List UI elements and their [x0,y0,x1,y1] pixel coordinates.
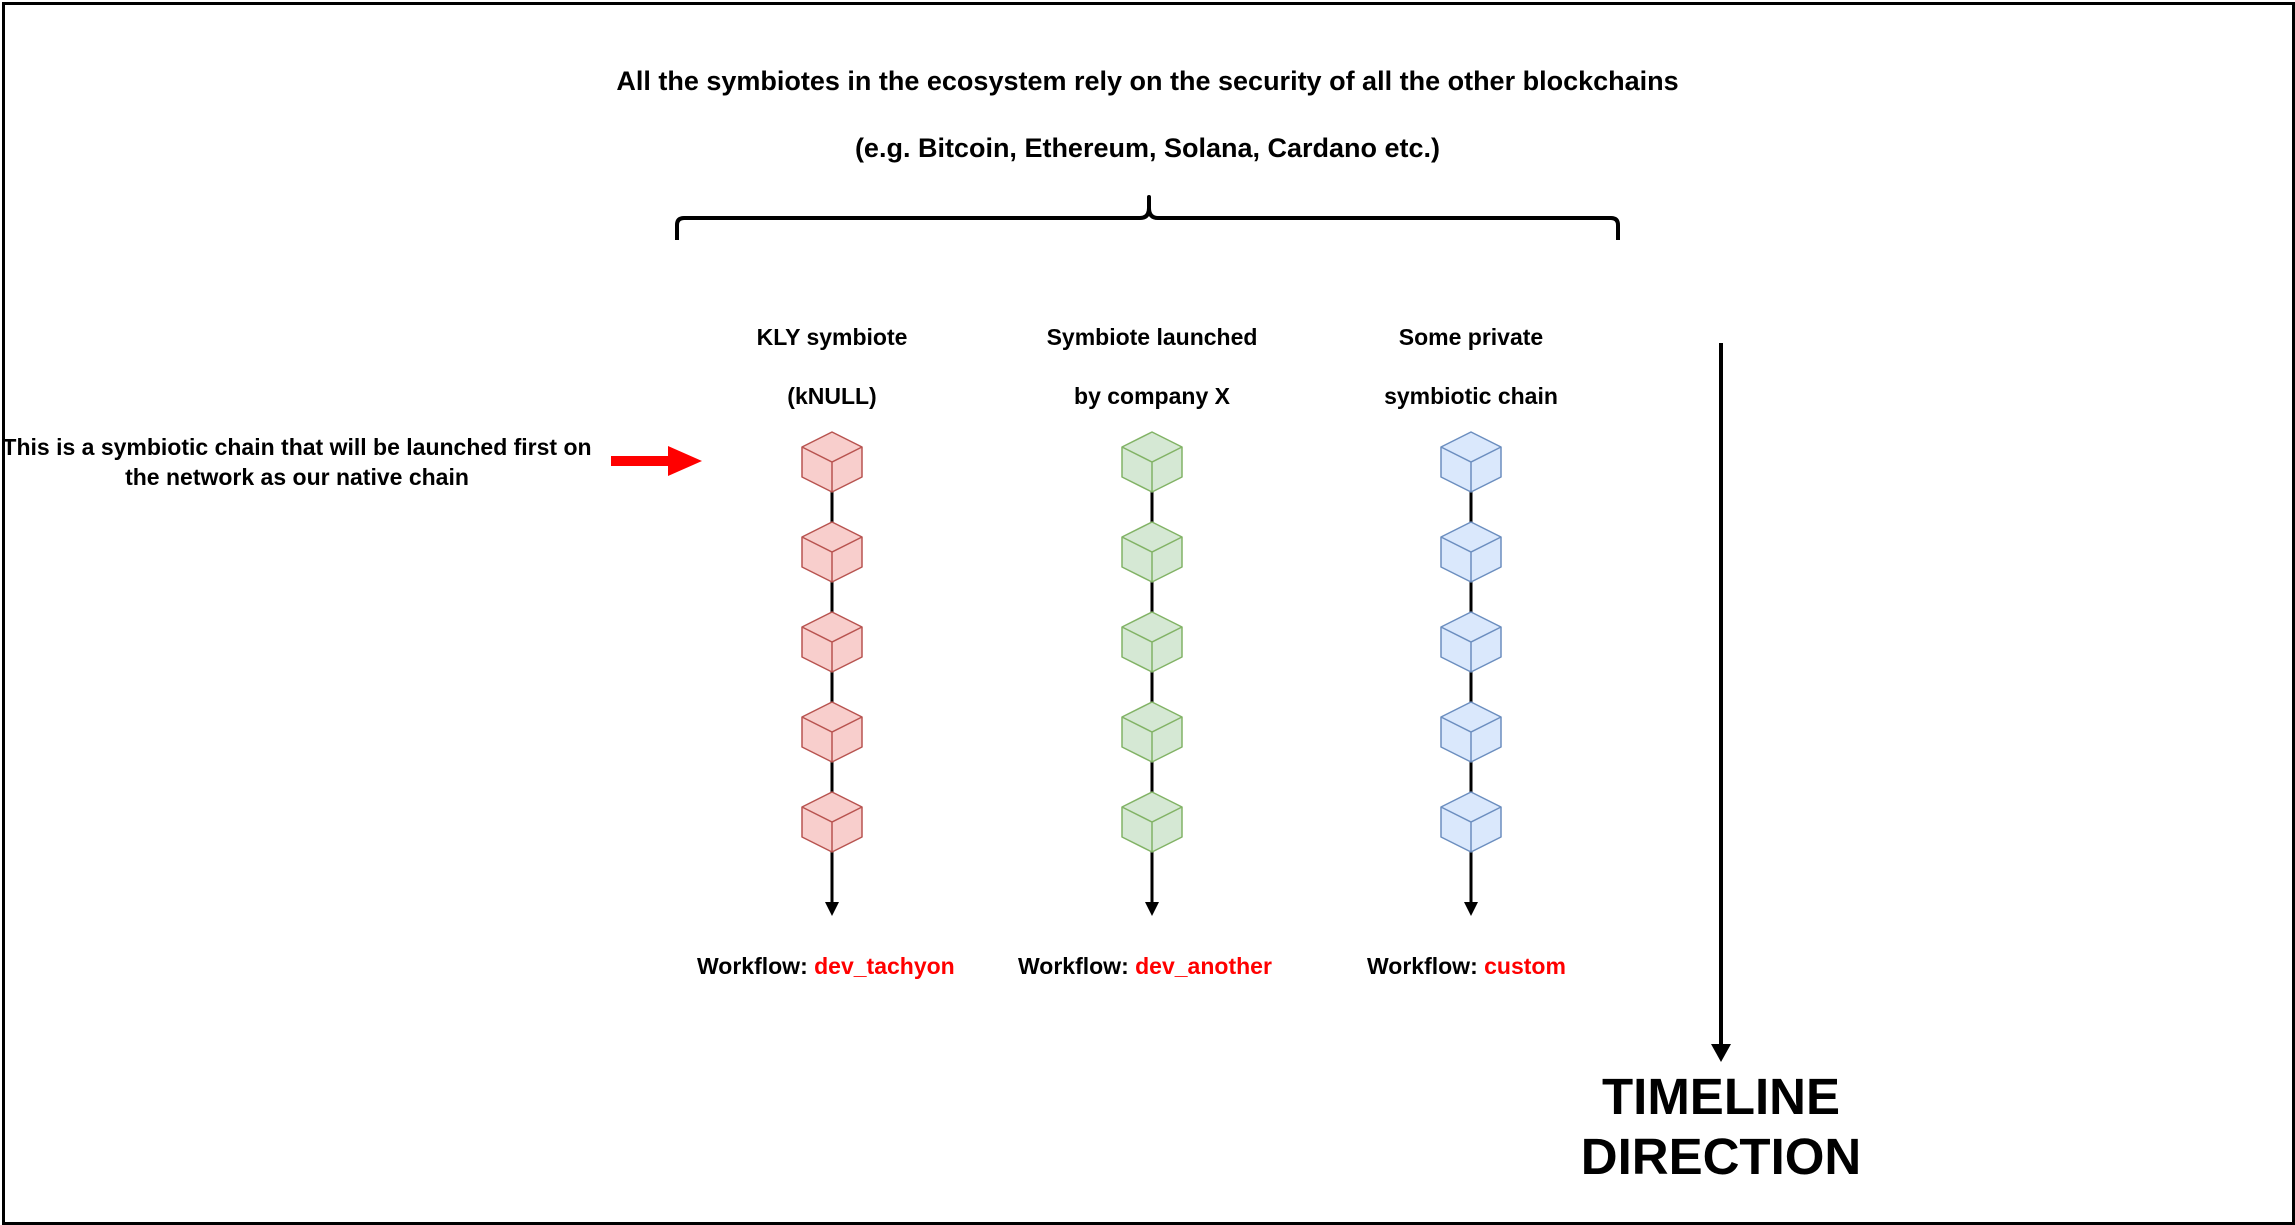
chain-1-title-line-1: KLY symbiote [756,324,908,350]
native-chain-note: This is a symbiotic chain that will be l… [2,434,592,490]
cube-icon [1121,791,1183,853]
cube-icon [801,701,863,763]
cube-icon [1121,431,1183,493]
cube-icon [1440,431,1502,493]
chain-2-workflow-label: Workflow: [1018,953,1136,979]
cube-icon [1440,521,1502,583]
cube-icon [1121,521,1183,583]
timeline-label-line-2: DIRECTION [1580,1128,1862,1185]
cube-icon [1440,701,1502,763]
down-arrow-icon [1145,902,1159,916]
cube-icon [801,791,863,853]
chain-1-workflow: Workflow: dev_tachyon [697,953,955,980]
chain-3-workflow-value: custom [1484,953,1566,979]
down-arrow-icon [1464,902,1478,916]
chain-3-workflow-label: Workflow: [1367,953,1485,979]
chain-1 [801,431,863,916]
timeline-arrow-icon [1711,343,1731,1062]
chains-layer [801,431,1502,916]
chain-3-workflow: Workflow: custom [1367,953,1566,980]
cube-icon [1440,611,1502,673]
cube-icon [801,611,863,673]
cube-icon [1121,701,1183,763]
cube-icon [801,521,863,583]
curly-brace [675,195,1620,240]
chain-2 [1121,431,1183,916]
chain-3-title-line-1: Some private [1398,324,1544,350]
chain-3 [1440,431,1502,916]
down-arrow-icon [825,902,839,916]
chain-1-title-line-2: (kNULL) [787,383,877,409]
cube-icon [1440,791,1502,853]
chain-2-title-line-1: Symbiote launched [1046,324,1258,350]
chain-1-workflow-label: Workflow: [697,953,815,979]
timeline-label-line-1: TIMELINE [1602,1068,1840,1125]
chain-2-workflow-value: dev_another [1135,953,1272,979]
header-line-2: (e.g. Bitcoin, Ethereum, Solana, Cardano… [854,133,1441,163]
chain-2-workflow: Workflow: dev_another [1018,953,1272,980]
chain-2-title-line-2: by company X [1074,383,1230,409]
chain-1-workflow-value: dev_tachyon [814,953,955,979]
header-line-1: All the symbiotes in the ecosystem rely … [616,66,1679,96]
cube-icon [801,431,863,493]
red-arrow-right-icon [611,446,702,476]
cube-icon [1121,611,1183,673]
chain-3-title-line-2: symbiotic chain [1384,383,1558,409]
